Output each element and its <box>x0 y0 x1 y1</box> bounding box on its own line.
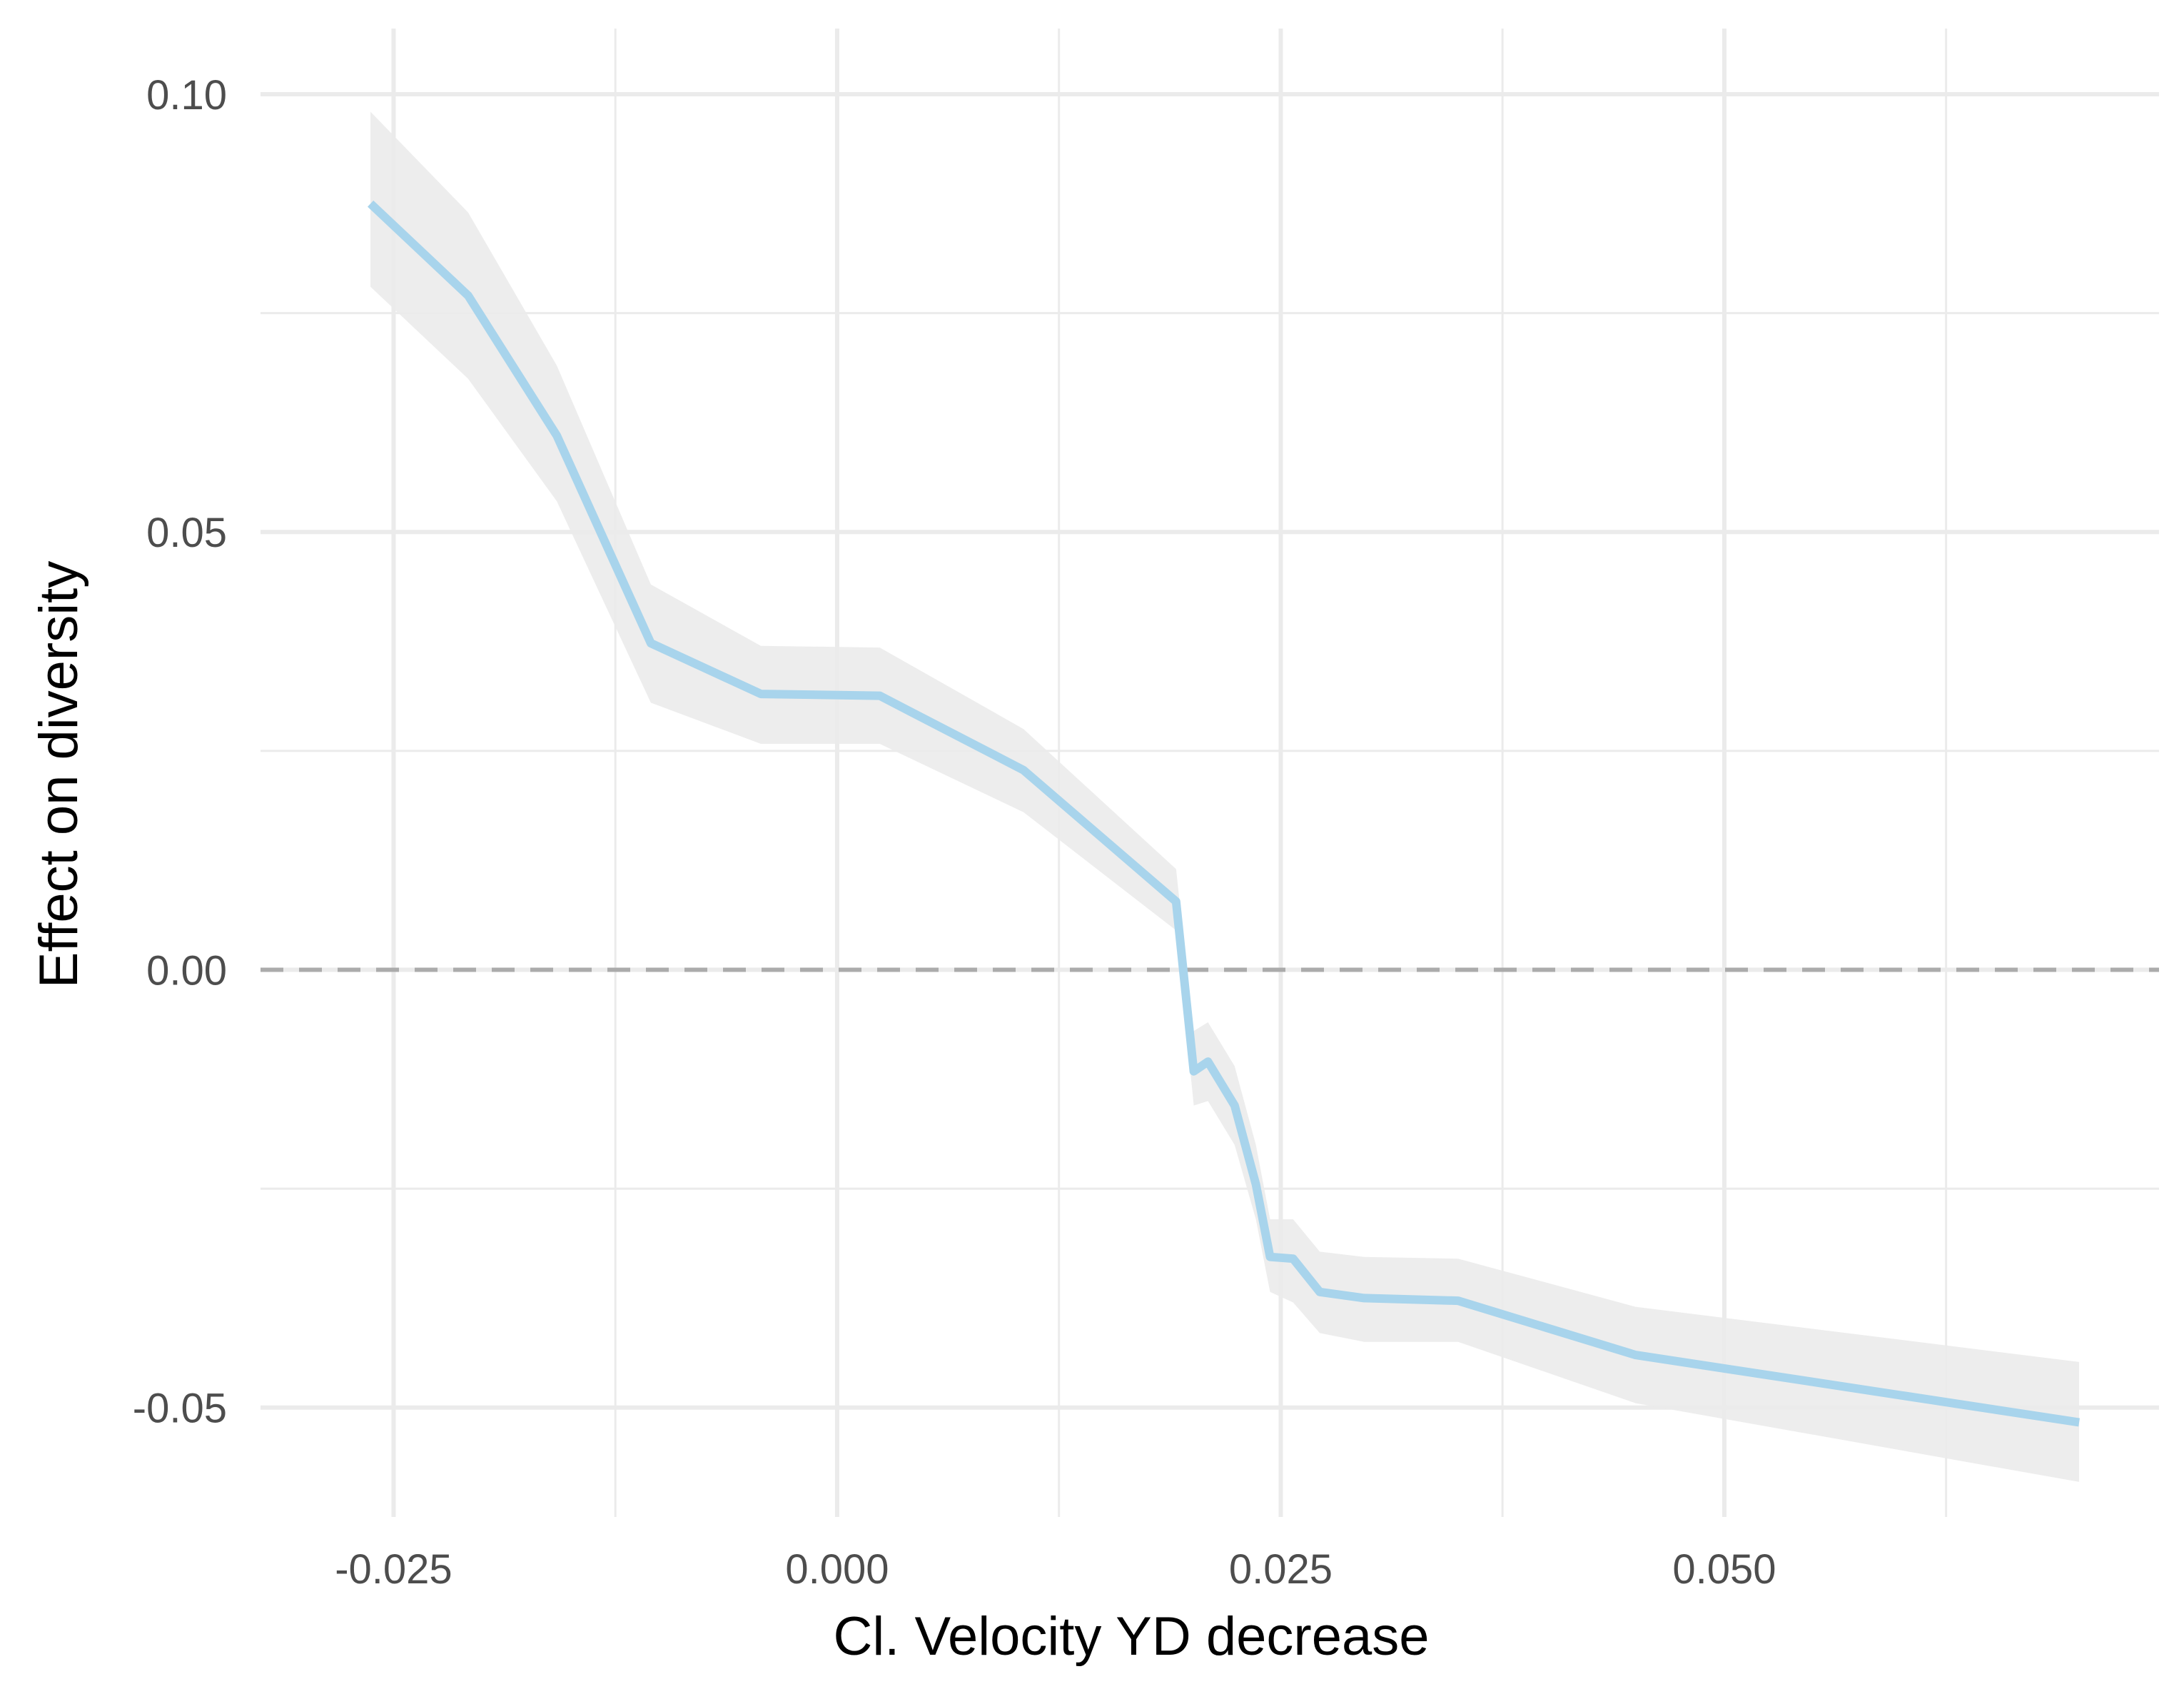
confidence-ribbon <box>370 111 2080 1482</box>
y-axis-title: Effect on diversity <box>29 561 89 988</box>
tick-label-layer: -0.025 0.000 0.025 0.050 0.10 0.05 0.00 -0.05 <box>133 72 1776 1593</box>
y-tick-label-1: 0.05 <box>146 510 227 556</box>
effect-line <box>367 200 2081 1427</box>
x-tick-label-2: 0.025 <box>1229 1546 1333 1593</box>
y-tick-label-0: 0.10 <box>146 72 227 119</box>
series-line-layer <box>367 200 2081 1427</box>
confidence-ribbon-layer <box>370 111 2080 1482</box>
x-tick-label-1: 0.000 <box>785 1546 889 1593</box>
y-tick-label-3: -0.05 <box>133 1386 227 1432</box>
grid-layer <box>261 29 2159 1517</box>
x-axis-title: Cl. Velocity YD decrease <box>834 1606 1430 1667</box>
y-tick-label-2: 0.00 <box>146 947 227 994</box>
x-tick-label-0: -0.025 <box>335 1546 452 1593</box>
x-tick-label-3: 0.050 <box>1672 1546 1776 1593</box>
